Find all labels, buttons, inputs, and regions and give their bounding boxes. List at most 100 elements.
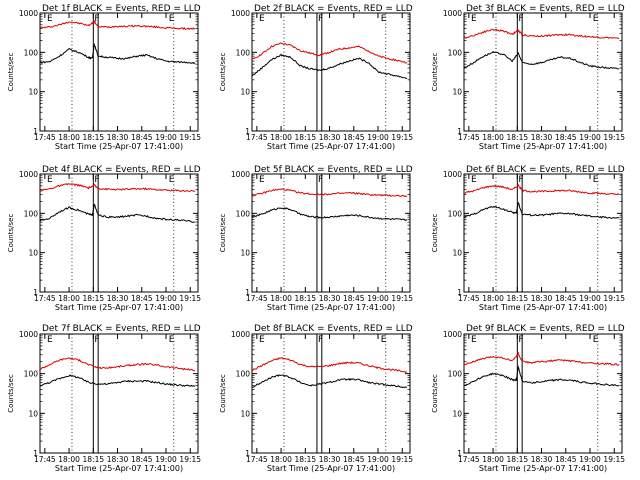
x-tick-label: 18:45: [343, 133, 365, 142]
detector-panel: Det 1f BLACK = Events, RED = LLD Counts/s…: [7, 4, 201, 151]
x-tick-label: 18:00: [58, 455, 80, 464]
x-tick-label: 19:15: [391, 455, 413, 464]
y-tick-label: 100: [448, 370, 463, 379]
marker-label: E: [47, 175, 53, 185]
y-tick-label: 1000: [443, 9, 462, 18]
plot-frame: [463, 12, 623, 132]
x-tick-label: 18:15: [83, 455, 105, 464]
marker-label: F: [94, 175, 99, 185]
y-tick-label: 100: [448, 48, 463, 57]
x-tick-label: 19:00: [367, 455, 389, 464]
lld-series-line: [463, 28, 620, 40]
lld-series-line: [251, 356, 408, 373]
y-tick-label: 100: [24, 370, 39, 379]
events-series-line: [251, 374, 408, 389]
panel-title: Det 4f BLACK = Events, RED = LLD: [42, 165, 201, 175]
detector-panel: Det 8f BLACK = Events, RED = LLD Counts/s…: [219, 324, 413, 473]
x-tick-label: 18:00: [270, 133, 292, 142]
x-tick-label: 18:45: [343, 455, 365, 464]
x-tick-label: 18:45: [131, 294, 153, 303]
marker-label: E: [259, 335, 265, 345]
marker-label: F: [318, 335, 323, 345]
events-series-line: [463, 365, 620, 387]
x-tick-label: 18:30: [107, 294, 129, 303]
marker-label: E: [169, 14, 175, 24]
events-series-line: [39, 374, 196, 387]
y-axis-label: Counts/sec: [219, 214, 227, 253]
x-tick-label: 19:15: [603, 133, 625, 142]
plot-frame: [39, 12, 199, 132]
panel-title: Det 9f BLACK = Events, RED = LLD: [466, 324, 625, 334]
x-tick-label: 19:00: [579, 133, 601, 142]
y-tick-label: 10: [240, 249, 250, 258]
x-axis-label: Start Time (25-Apr-07 17:41:00): [479, 464, 607, 473]
x-tick-label: 19:00: [367, 294, 389, 303]
x-tick-label: 19:15: [603, 455, 625, 464]
x-tick-label: 18:45: [343, 294, 365, 303]
y-tick-label: 10: [452, 409, 462, 418]
x-tick-label: 17:45: [246, 294, 268, 303]
y-axis-label: Counts/sec: [219, 374, 227, 413]
detector-panel: Det 9f BLACK = Events, RED = LLD Counts/s…: [431, 324, 625, 473]
x-axis-label: Start Time (25-Apr-07 17:41:00): [55, 142, 183, 151]
marker-label: E: [593, 14, 599, 24]
x-tick-label: 17:45: [458, 294, 480, 303]
lld-series-line: [251, 188, 408, 198]
detector-panel: Det 5f BLACK = Events, RED = LLD Counts/s…: [219, 165, 413, 312]
marker-label: F: [518, 175, 523, 185]
y-axis-label: Counts/sec: [219, 53, 227, 92]
y-tick-label: 1000: [443, 170, 462, 179]
x-tick-label: 18:15: [295, 133, 317, 142]
panel-title: Det 8f BLACK = Events, RED = LLD: [254, 324, 413, 334]
x-tick-label: 18:30: [531, 294, 553, 303]
x-tick-label: 19:15: [179, 294, 201, 303]
y-tick-label: 1: [33, 449, 38, 458]
marker-label: F: [94, 14, 99, 24]
x-axis-label: Start Time (25-Apr-07 17:41:00): [267, 142, 395, 151]
detector-panel: Det 4f BLACK = Events, RED = LLD Counts/s…: [7, 165, 201, 312]
marker-label: F: [318, 14, 323, 24]
detector-panel: Det 2f BLACK = Events, RED = LLD Counts/s…: [219, 4, 413, 151]
y-tick-label: 1: [457, 127, 462, 136]
y-tick-label: 100: [448, 209, 463, 218]
y-axis-label: Counts/sec: [431, 214, 439, 253]
y-tick-label: 1: [245, 449, 250, 458]
y-tick-label: 100: [24, 48, 39, 57]
x-tick-label: 18:45: [131, 455, 153, 464]
plot-frame: [463, 333, 623, 454]
panel-title: Det 2f BLACK = Events, RED = LLD: [254, 4, 413, 14]
y-tick-label: 1: [457, 449, 462, 458]
events-series-line: [39, 203, 196, 223]
plot-frame: [251, 12, 411, 132]
marker-label: E: [47, 335, 53, 345]
x-tick-label: 17:45: [458, 455, 480, 464]
y-tick-label: 10: [28, 249, 38, 258]
x-tick-label: 18:15: [83, 294, 105, 303]
x-tick-label: 19:15: [179, 133, 201, 142]
y-tick-label: 100: [236, 370, 251, 379]
y-tick-label: 10: [240, 88, 250, 97]
x-tick-label: 19:00: [155, 455, 177, 464]
plot-frame: [251, 173, 411, 293]
x-tick-label: 19:15: [391, 133, 413, 142]
x-tick-label: 18:15: [507, 455, 529, 464]
x-axis-label: Start Time (25-Apr-07 17:41:00): [55, 464, 183, 473]
x-tick-label: 18:00: [482, 294, 504, 303]
y-axis-label: Counts/sec: [431, 53, 439, 92]
x-tick-label: 18:15: [83, 133, 105, 142]
marker-label: E: [259, 14, 265, 24]
y-tick-label: 1000: [231, 170, 250, 179]
plot-frame: [251, 333, 411, 454]
events-series-line: [39, 42, 196, 65]
y-tick-label: 10: [28, 409, 38, 418]
x-tick-label: 19:00: [155, 294, 177, 303]
lld-series-line: [39, 20, 196, 31]
x-tick-label: 18:30: [531, 133, 553, 142]
x-tick-label: 19:00: [155, 133, 177, 142]
marker-label: F: [318, 175, 323, 185]
marker-label: E: [259, 175, 265, 185]
y-tick-label: 100: [236, 48, 251, 57]
y-axis-label: Counts/sec: [431, 374, 439, 413]
y-tick-label: 1: [245, 127, 250, 136]
y-tick-label: 1: [33, 288, 38, 297]
